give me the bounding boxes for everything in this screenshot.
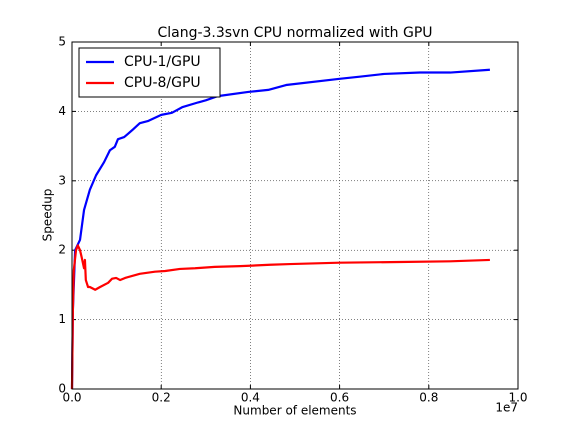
y-tick-label: 4 (58, 104, 66, 118)
x-offset-label: 1e7 (495, 401, 518, 415)
y-tick-label: 0 (58, 382, 66, 396)
legend-box (78, 47, 221, 98)
y-tick-label: 1 (58, 312, 66, 326)
legend-label: CPU-8/GPU (124, 75, 201, 91)
x-axis-label: Number of elements (233, 404, 356, 418)
y-tick-label: 2 (58, 243, 66, 257)
chart-title: Clang-3.3svn CPU normalized with GPU (157, 25, 432, 41)
x-tick-label: 0.8 (419, 391, 438, 405)
x-tick-label: 0.6 (330, 391, 349, 405)
x-tick-label: 0.0 (62, 391, 81, 405)
y-axis-label: Speedup (41, 189, 55, 242)
x-tick-label: 0.2 (152, 391, 171, 405)
y-tick-label: 5 (58, 35, 66, 49)
y-tick-label: 3 (58, 173, 66, 187)
x-tick-label: 0.4 (241, 391, 260, 405)
x-tick-label: 1.0 (508, 391, 527, 405)
line-series (70, 244, 490, 390)
plot-frame (71, 41, 519, 390)
line-series (70, 68, 490, 390)
legend-label: CPU-1/GPU (124, 54, 201, 70)
